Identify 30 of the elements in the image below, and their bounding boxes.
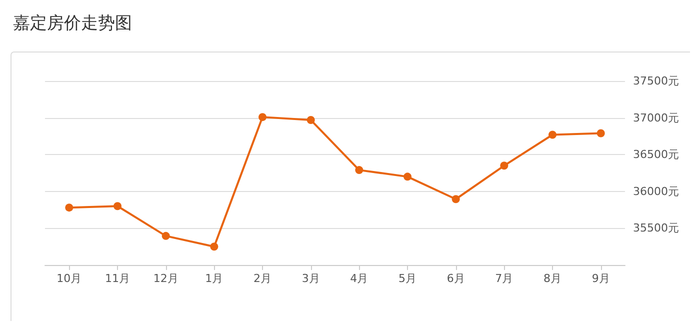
x-tick-label: 11月 bbox=[105, 272, 130, 285]
point bbox=[114, 202, 122, 210]
chart-title: 嘉定房价走势图 bbox=[13, 14, 132, 34]
point bbox=[500, 162, 508, 170]
x-tick-label: 7月 bbox=[495, 272, 514, 285]
point bbox=[355, 166, 364, 174]
point bbox=[548, 130, 556, 139]
y-tick-label: 36000元 bbox=[633, 184, 679, 198]
x-tick-label: 9月 bbox=[592, 272, 610, 285]
x-tick-label: 1月 bbox=[205, 272, 224, 285]
x-tick-label: 4月 bbox=[350, 272, 368, 285]
point bbox=[404, 172, 412, 181]
x-tick-label: 12月 bbox=[153, 272, 178, 285]
point bbox=[306, 116, 315, 124]
point bbox=[210, 242, 218, 251]
x-tick-label: 2月 bbox=[254, 272, 272, 285]
x-tick-label: 10月 bbox=[56, 272, 82, 285]
point bbox=[162, 232, 170, 240]
x-tick-label: 5月 bbox=[398, 272, 416, 285]
x-tick-label: 3月 bbox=[302, 272, 320, 285]
y-tick-label: 37500元 bbox=[633, 74, 679, 88]
point bbox=[65, 204, 74, 212]
x-tick-label: 8月 bbox=[544, 272, 562, 285]
y-tick-label: 37000元 bbox=[633, 111, 679, 124]
point bbox=[596, 129, 605, 138]
point bbox=[452, 195, 460, 204]
y-tick-label: 36500元 bbox=[633, 148, 679, 162]
x-tick-label: 6月 bbox=[446, 272, 465, 285]
y-tick-label: 35500元 bbox=[633, 222, 679, 235]
point bbox=[258, 113, 266, 122]
